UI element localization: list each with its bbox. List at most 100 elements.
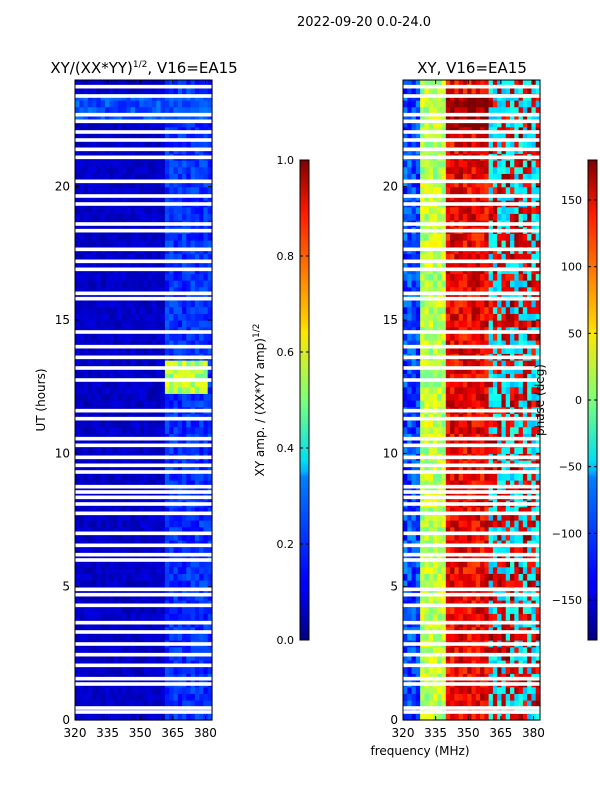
phase-cell — [480, 646, 485, 654]
phase-cell — [518, 473, 524, 481]
amplitude-cell — [173, 300, 179, 308]
amplitude-cell — [113, 186, 119, 194]
amplitude-cell — [122, 646, 127, 654]
phase-cell — [501, 520, 507, 528]
amplitude-cell — [199, 646, 205, 654]
amplitude-cell — [100, 280, 106, 288]
phase-cell — [441, 346, 447, 354]
phase-cell — [535, 526, 541, 534]
amplitude-cell — [190, 526, 196, 534]
phase-cell — [531, 480, 537, 488]
amplitude-cell — [79, 173, 85, 181]
amplitude-cell — [79, 480, 85, 488]
amplitude-cell — [190, 713, 196, 721]
amplitude-cell — [143, 573, 149, 581]
amplitude-cell — [207, 186, 213, 194]
amplitude-cell — [160, 653, 166, 661]
amplitude-cell — [96, 180, 102, 188]
amplitude-cell — [92, 260, 98, 268]
amplitude-cell — [182, 140, 187, 148]
amplitude-cell — [122, 553, 127, 561]
amplitude-cell — [139, 593, 145, 601]
amplitude-cell — [152, 580, 157, 588]
amplitude-gap-row — [75, 652, 212, 657]
amplitude-cell — [194, 273, 200, 281]
amplitude-cell — [113, 380, 119, 388]
phase-cell — [458, 340, 464, 348]
phase-cell — [501, 560, 507, 568]
amplitude-cell — [177, 553, 183, 561]
phase-cell — [471, 373, 477, 381]
amplitude-cell — [143, 700, 149, 708]
amplitude-cell — [177, 113, 183, 121]
amplitude-cell — [122, 120, 127, 128]
phase-cell — [535, 593, 541, 601]
phase-cell — [475, 646, 481, 654]
phase-cell — [458, 393, 464, 401]
amplitude-cell — [96, 633, 102, 641]
amplitude-cell — [147, 666, 153, 674]
amplitude-cell — [156, 120, 162, 128]
amplitude-cell — [109, 613, 115, 621]
amplitude-cell — [126, 606, 132, 614]
phase-cell — [445, 520, 451, 528]
amplitude-cell — [139, 546, 145, 554]
phase-cell — [497, 560, 503, 568]
amplitude-cell — [177, 686, 183, 694]
phase-cell — [407, 340, 413, 348]
phase-cell — [492, 386, 498, 394]
amplitude-cell — [109, 566, 115, 574]
amplitude-cell — [194, 140, 200, 148]
phase-cell — [497, 380, 503, 388]
amplitude-cell — [113, 166, 119, 174]
amplitude-cell — [194, 580, 200, 588]
phase-cell — [467, 633, 473, 641]
amplitude-cell — [100, 513, 106, 521]
amplitude-cell — [83, 513, 89, 521]
amplitude-cell — [190, 480, 196, 488]
phase-cell — [432, 366, 438, 374]
amplitude-cell — [203, 333, 209, 341]
amplitude-cell — [96, 426, 102, 434]
amplitude-cell — [203, 693, 209, 701]
amplitude-cell — [182, 166, 187, 174]
phase-cell — [475, 366, 481, 374]
amplitude-cell — [79, 186, 85, 194]
amplitude-cell — [134, 120, 140, 128]
amplitude-cell — [182, 646, 187, 654]
amplitude-cell — [75, 400, 80, 408]
phase-cell — [518, 606, 524, 614]
phase-cell — [480, 506, 485, 514]
phase-cell — [522, 393, 528, 401]
amplitude-cell — [134, 580, 140, 588]
amplitude-cell — [75, 693, 80, 701]
phase-cell — [437, 393, 443, 401]
amplitude-gap-rows — [75, 84, 212, 714]
phase-cell — [411, 393, 417, 401]
amplitude-cell — [100, 306, 106, 314]
amplitude-cell — [207, 280, 213, 288]
phase-cell — [497, 346, 503, 354]
amplitude-cell — [109, 360, 115, 368]
phase-cell — [535, 380, 541, 388]
amplitude-cell — [186, 426, 192, 434]
amplitude-cell — [75, 233, 80, 241]
amplitude-cell — [134, 480, 140, 488]
amplitude-cell — [199, 160, 205, 168]
phase-cell — [527, 360, 533, 368]
amplitude-cell — [87, 240, 93, 248]
amplitude-cell — [152, 340, 157, 348]
amplitude-cell — [173, 546, 179, 554]
phase-cell — [510, 513, 515, 521]
amplitude-cell — [164, 100, 170, 108]
phase-cell — [492, 553, 498, 561]
amplitude-cell — [87, 206, 93, 214]
phase-cell — [450, 573, 455, 581]
amplitude-cell — [207, 373, 213, 381]
phase-cell — [411, 380, 417, 388]
phase-cell — [462, 400, 468, 408]
amplitude-cell — [92, 546, 98, 554]
amplitude-cell — [126, 273, 132, 281]
amplitude-cell — [190, 533, 196, 541]
phase-cell — [522, 606, 528, 614]
